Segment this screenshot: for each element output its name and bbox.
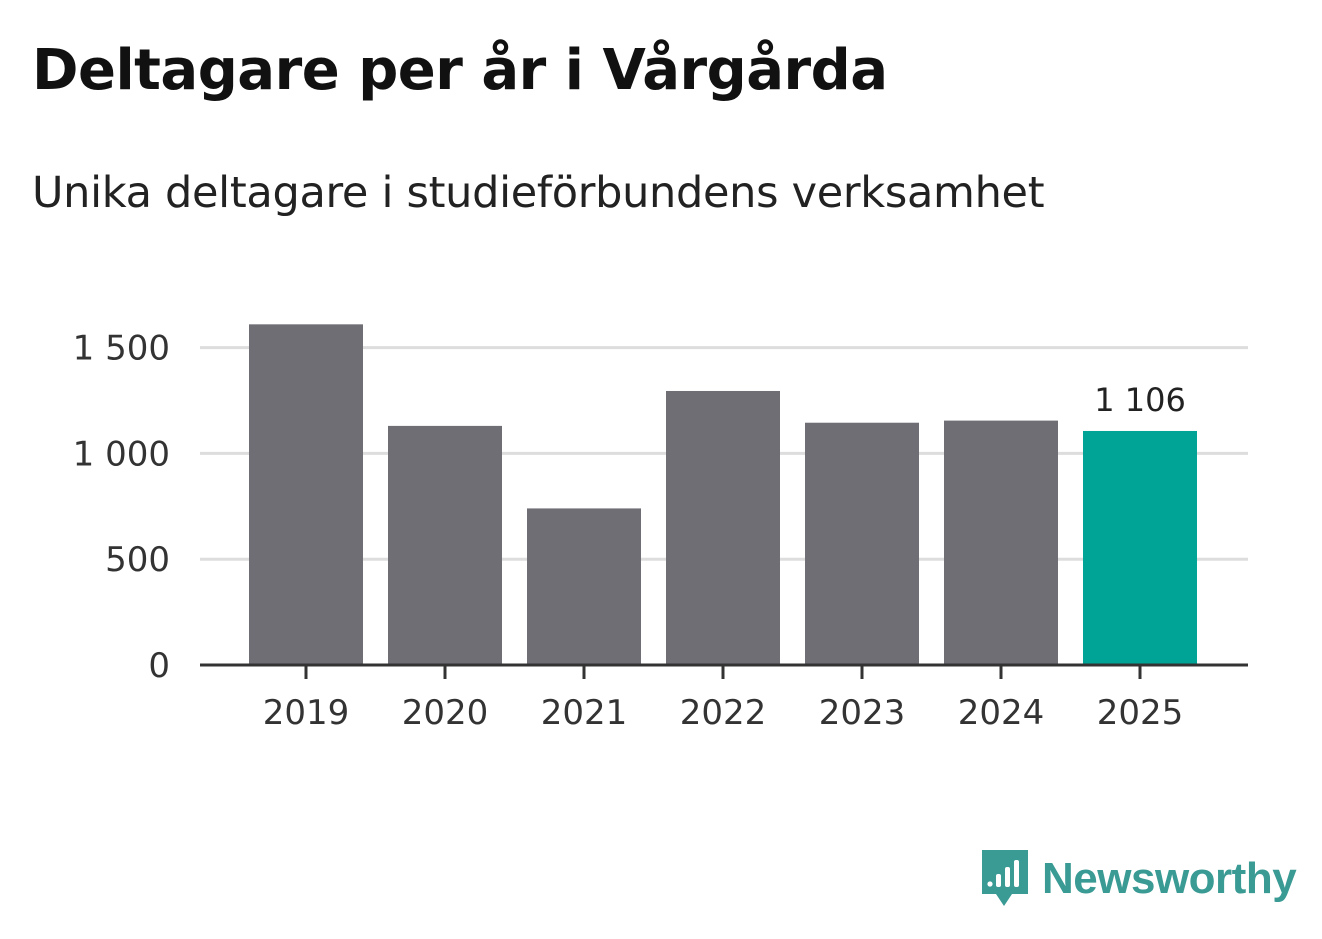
newsworthy-logo-text: Newsworthy — [1042, 854, 1297, 903]
data-label: 1 106 — [1094, 381, 1186, 419]
bar — [805, 422, 919, 665]
x-tick-label: 2023 — [819, 693, 906, 733]
newsworthy-logo-icon — [982, 850, 1028, 906]
chart-subtitle: Unika deltagare i studieförbundens verks… — [32, 168, 1045, 218]
y-tick-label: 1 500 — [73, 329, 170, 369]
x-tick-label: 2024 — [958, 693, 1045, 733]
bar — [527, 508, 641, 665]
newsworthy-logo: Newsworthy — [980, 848, 1297, 910]
bar — [666, 390, 780, 665]
x-tick-label: 2022 — [680, 693, 767, 733]
bar — [944, 420, 1058, 665]
x-tick-label: 2020 — [402, 693, 489, 733]
bar — [388, 425, 502, 665]
y-tick-label: 1 000 — [73, 434, 170, 474]
x-tick-label: 2025 — [1097, 693, 1184, 733]
chart-title: Deltagare per år i Vårgårda — [32, 38, 888, 103]
x-tick-label: 2021 — [541, 693, 628, 733]
y-tick-label: 0 — [148, 646, 170, 686]
y-tick-label: 500 — [105, 540, 170, 580]
bar — [1083, 430, 1197, 665]
x-tick-label: 2019 — [263, 693, 350, 733]
bar — [249, 324, 363, 665]
